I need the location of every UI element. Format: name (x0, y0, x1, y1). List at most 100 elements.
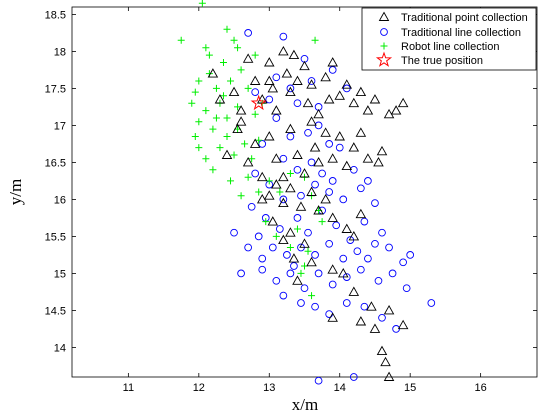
data-point-circle (311, 302, 319, 311)
data-point-plus (230, 36, 238, 44)
x-tick-label: 12 (193, 382, 205, 394)
data-point-plus (308, 292, 316, 300)
data-point-triangle (264, 131, 275, 141)
data-point-triangle (369, 323, 381, 333)
data-point-circle (357, 184, 365, 193)
data-point-circle (258, 265, 267, 274)
data-point-circle (311, 251, 319, 259)
data-point-triangle (264, 75, 275, 85)
data-point-triangle (281, 68, 293, 78)
data-point-plus (223, 114, 231, 122)
data-point-triangle (295, 201, 307, 211)
legend-symbol-plus (380, 42, 388, 50)
data-point-triangle (207, 68, 219, 78)
data-point-triangle (320, 71, 331, 82)
x-tick-label: 15 (404, 382, 416, 394)
data-point-triangle (299, 60, 310, 71)
data-point-circle (279, 195, 288, 204)
data-point-circle (378, 313, 386, 322)
data-point-circle (304, 128, 312, 137)
data-point-plus (276, 188, 284, 196)
data-point-triangle (235, 116, 247, 126)
legend-symbol-star (375, 51, 393, 67)
data-point-circle (230, 228, 238, 237)
data-point-triangle (327, 212, 338, 222)
data-point-triangle (249, 75, 261, 85)
data-point-triangle (355, 86, 367, 97)
data-point-triangle (376, 345, 388, 356)
data-point-triangle (341, 223, 353, 233)
y-tick-label: 15 (54, 268, 66, 280)
data-point-circle (286, 84, 295, 93)
data-point-triangle (256, 171, 268, 182)
data-point-triangle (278, 197, 289, 208)
data-point-plus (251, 110, 259, 118)
data-point-triangle (292, 149, 303, 159)
data-point-triangle (285, 182, 296, 193)
data-point-triangle (228, 86, 240, 97)
data-point-plus (188, 99, 196, 107)
data-point-plus (255, 188, 263, 196)
data-point-circle (251, 88, 260, 96)
data-point-star (250, 94, 267, 111)
data-point-triangle (348, 142, 360, 152)
data-point-triangle (242, 156, 254, 167)
data-point-circle (279, 291, 288, 300)
legend-marker-triangle (378, 11, 390, 21)
data-point-plus (241, 140, 249, 148)
data-point-circle (353, 247, 362, 256)
data-point-circle (272, 276, 281, 285)
data-point-circle (388, 269, 397, 278)
data-point-plus (202, 155, 210, 163)
data-point-triangle (278, 234, 289, 245)
data-point-circle (272, 114, 281, 122)
data-point-triangle (285, 227, 296, 237)
data-point-circle (297, 299, 305, 307)
data-point-circle (268, 243, 277, 252)
data-point-circle (325, 140, 334, 148)
data-point-triangle (334, 131, 345, 141)
data-point-triangle (271, 153, 282, 163)
data-point-plus (251, 51, 259, 59)
data-point-circle (328, 280, 337, 289)
data-point-plus (272, 232, 280, 240)
data-point-triangle (256, 193, 268, 204)
data-point-triangle (288, 253, 300, 263)
data-point-triangle (285, 123, 296, 134)
data-point-triangle (214, 94, 226, 104)
data-point-triangle (306, 116, 317, 126)
data-point-plus (191, 88, 199, 96)
data-point-triangle (383, 371, 395, 381)
data-point-plus (223, 25, 231, 33)
y-axis-title: y/m (6, 179, 25, 205)
data-point-circle (300, 284, 309, 293)
data-point-triangle (362, 105, 374, 115)
data-point-circle (342, 299, 351, 307)
data-point-circle (360, 302, 369, 311)
data-point-plus (216, 144, 224, 152)
data-point-plus (212, 84, 220, 92)
data-point-plus (237, 192, 245, 200)
data-point-plus (244, 84, 252, 92)
data-point-circle (364, 177, 372, 185)
data-point-plus (191, 133, 199, 140)
data-point-triangle (376, 145, 388, 156)
data-point-triangle (232, 123, 243, 134)
x-axis-title: x/m (292, 395, 318, 414)
data-point-triangle (271, 105, 282, 115)
legend-label: Traditional point collection (401, 12, 528, 24)
data-point-triangle (264, 190, 275, 200)
data-point-circle (378, 228, 386, 237)
data-point-circle (272, 73, 281, 82)
data-point-circle (244, 243, 252, 252)
data-point-triangle (397, 319, 409, 330)
legend-marker-plus (380, 42, 388, 50)
data-point-triangle (285, 86, 296, 97)
legend-marker-star (375, 51, 393, 67)
y-tick-label: 17 (54, 120, 66, 132)
data-point-circle (244, 29, 252, 37)
data-point-circle (335, 143, 344, 152)
data-point-plus (195, 118, 203, 126)
data-point-circle (297, 191, 305, 200)
data-point-triangle (278, 171, 289, 182)
